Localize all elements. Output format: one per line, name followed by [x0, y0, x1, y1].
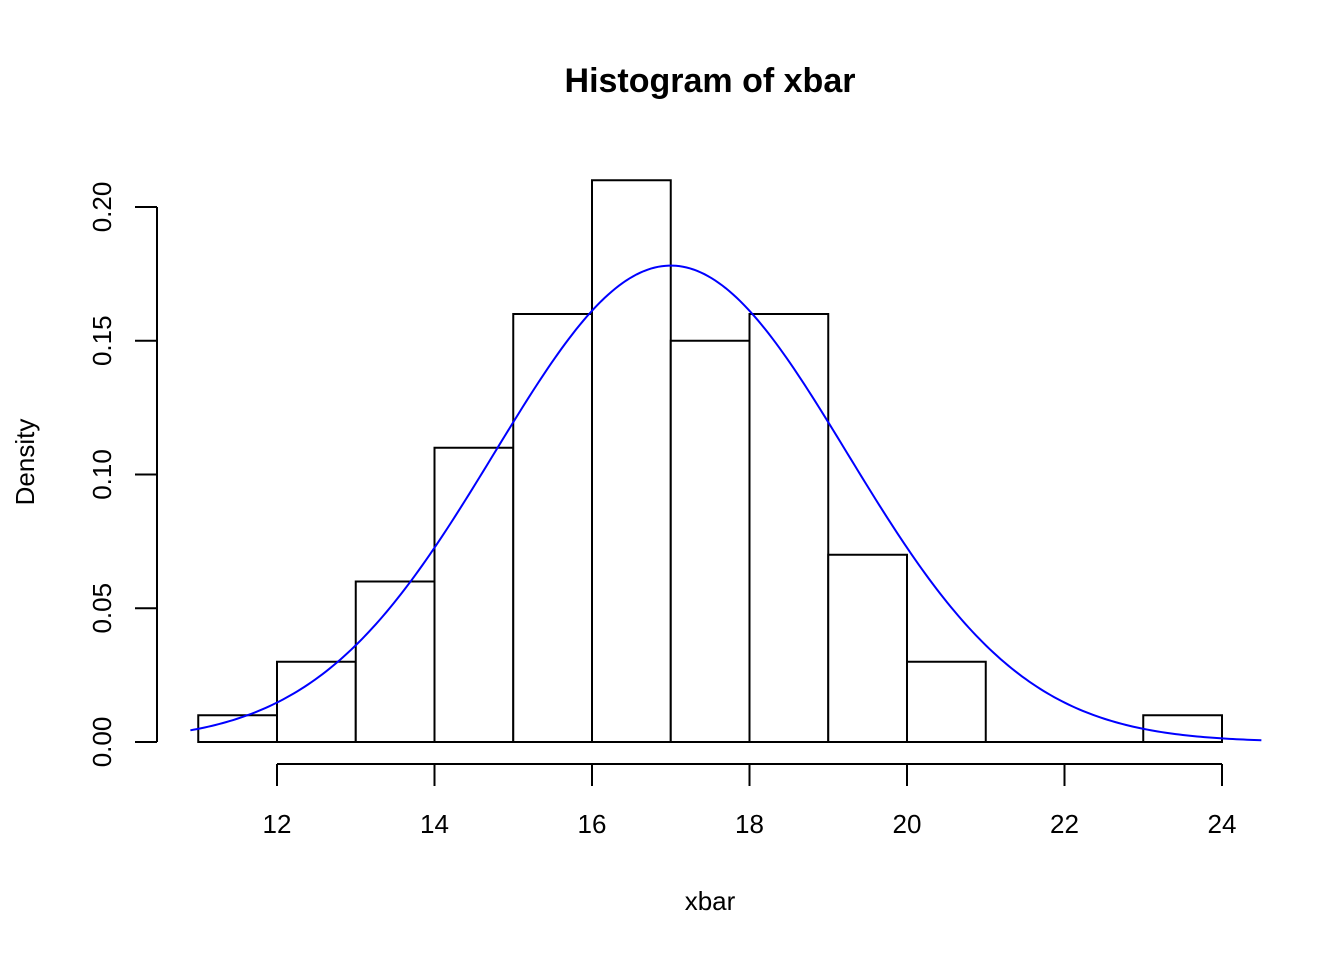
- histogram-bar: [748, 313, 830, 743]
- x-tick-label: 18: [735, 809, 764, 839]
- y-tick-label: 0.20: [87, 182, 117, 233]
- histogram-bar: [827, 553, 908, 743]
- y-tick-label: 0.00: [87, 717, 117, 768]
- y-tick-label: 0.15: [87, 315, 117, 366]
- histogram-bar: [512, 313, 593, 743]
- x-tick-label: 24: [1208, 809, 1237, 839]
- histogram-bars: [197, 179, 1223, 743]
- y-axis: 0.00 0.05 0.10 0.15 0.20: [87, 182, 158, 768]
- chart-title: Histogram of xbar: [565, 62, 856, 100]
- histogram-bar: [669, 339, 751, 743]
- density-curve: [190, 264, 1262, 742]
- histogram-bar: [354, 580, 436, 743]
- y-axis-label: Density: [10, 419, 40, 506]
- histogram-bar: [433, 446, 515, 743]
- x-axis-label: xbar: [685, 886, 736, 916]
- x-axis: 12 14 16 18 20 22 24: [263, 763, 1237, 839]
- x-tick-label: 22: [1050, 809, 1079, 839]
- x-tick-label: 20: [893, 809, 922, 839]
- x-tick-label: 16: [578, 809, 607, 839]
- histogram-bar: [906, 660, 987, 743]
- x-tick-label: 14: [420, 809, 449, 839]
- x-tick-label: 12: [263, 809, 292, 839]
- y-tick-label: 0.05: [87, 583, 117, 634]
- histogram-bar: [276, 660, 357, 743]
- histogram-bar: [591, 179, 672, 743]
- y-tick-label: 0.10: [87, 449, 117, 500]
